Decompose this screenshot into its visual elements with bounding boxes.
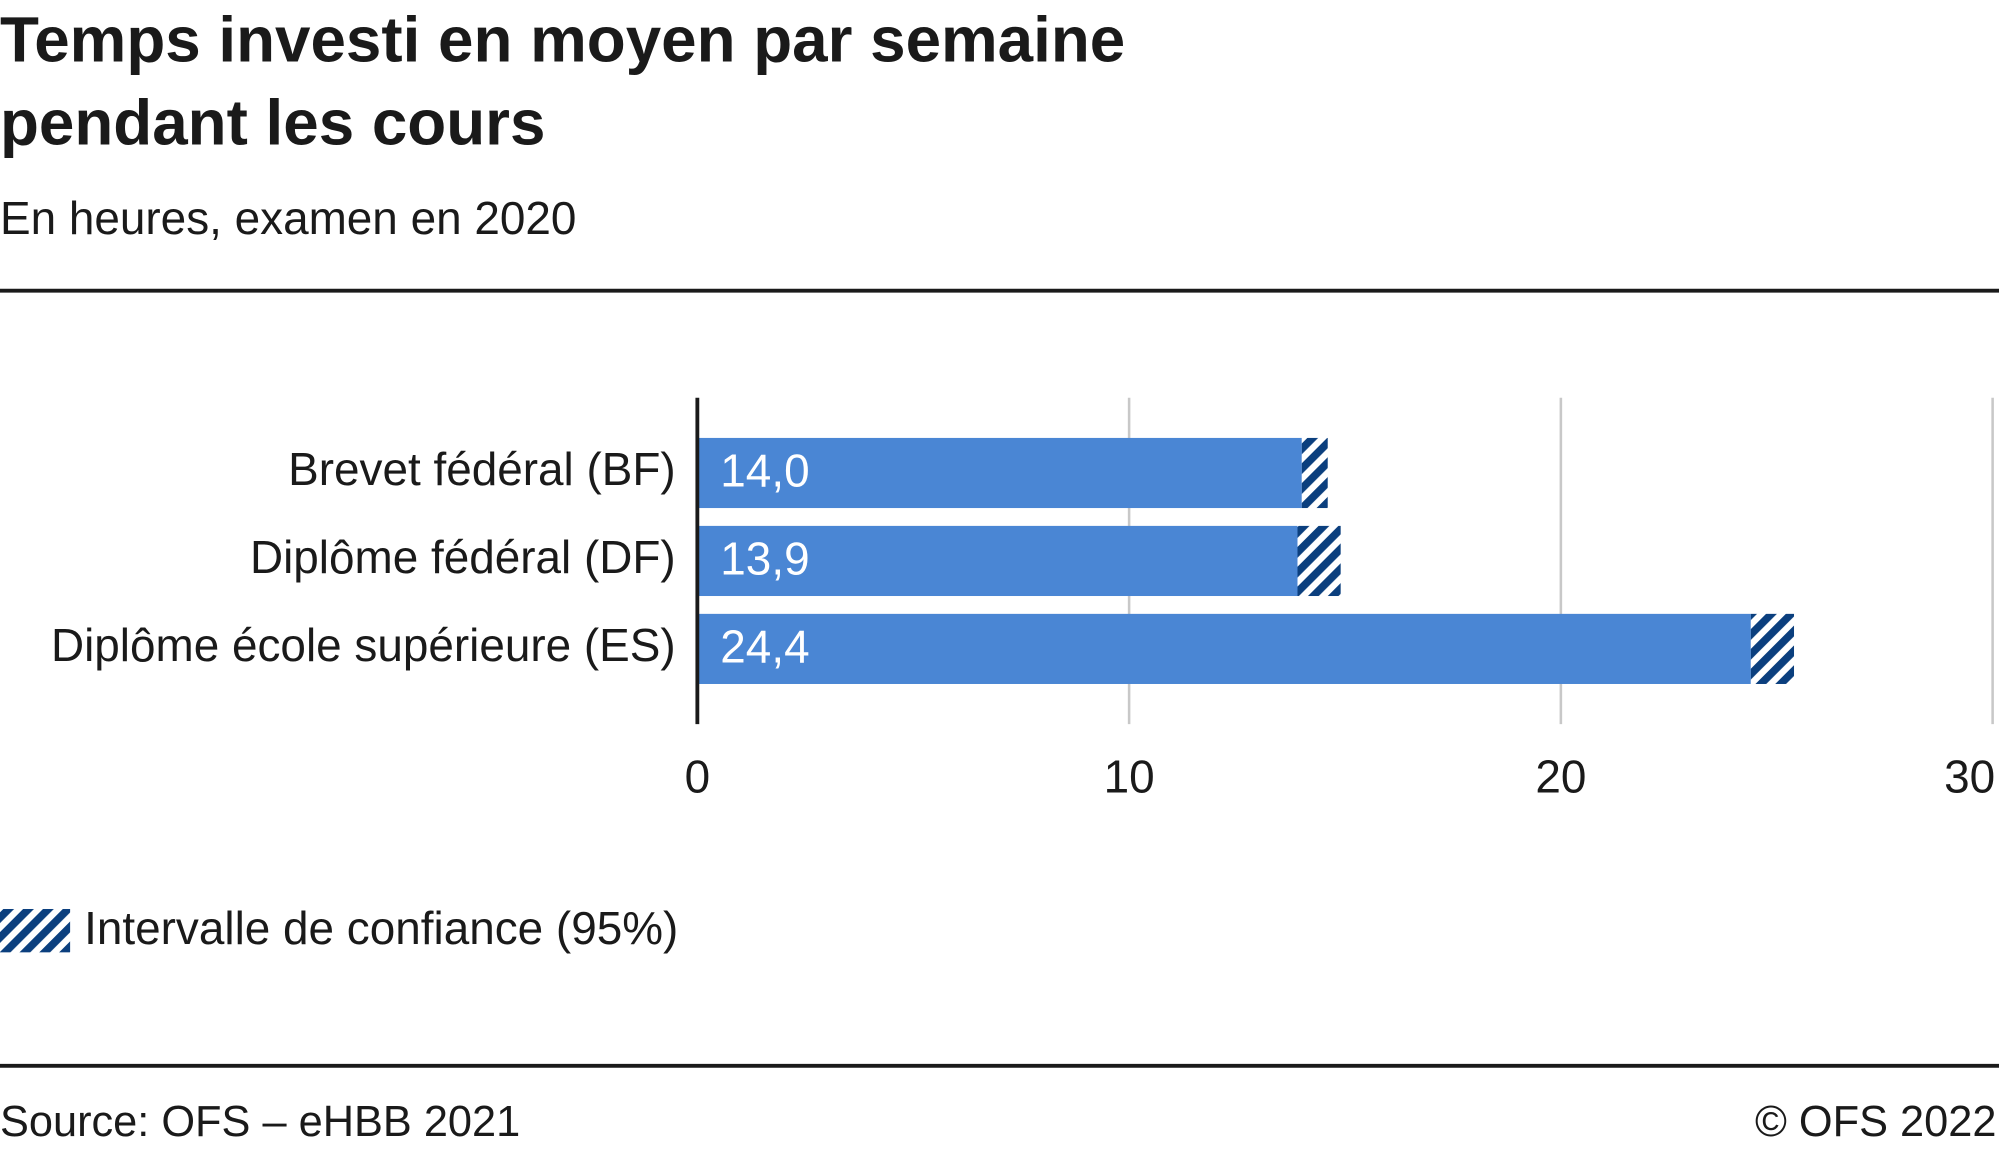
x-tick-label: 0 <box>685 750 711 802</box>
chart-subtitle: En heures, examen en 2020 <box>0 192 576 244</box>
bar <box>697 613 1751 684</box>
source: Source: OFS – eHBB 2021 <box>0 1098 520 1146</box>
x-tick-label: 20 <box>1535 750 1586 802</box>
bar <box>697 525 1298 597</box>
legend-swatch <box>0 908 71 953</box>
value-label: 14,0 <box>720 444 809 496</box>
legend-label: Intervalle de confiance (95%) <box>84 902 678 954</box>
error-bar <box>1750 613 1795 684</box>
x-tick-label: 30 <box>1944 750 1995 802</box>
value-label: 24,4 <box>720 620 809 672</box>
chart-title: Temps investi en moyen par semaine <box>0 3 1125 75</box>
copyright: © OFS 2022 <box>1755 1098 1996 1146</box>
y-tick-label: Brevet fédéral (BF) <box>288 443 676 495</box>
error-bar <box>1301 437 1328 509</box>
y-tick-label: Diplôme école supérieure (ES) <box>51 619 676 671</box>
value-label: 13,9 <box>720 532 809 584</box>
bar <box>697 437 1302 509</box>
error-bar <box>1297 525 1341 597</box>
y-tick-label: Diplôme fédéral (DF) <box>250 531 676 583</box>
chart-title: pendant les cours <box>0 86 545 158</box>
x-tick-label: 10 <box>1104 750 1155 802</box>
